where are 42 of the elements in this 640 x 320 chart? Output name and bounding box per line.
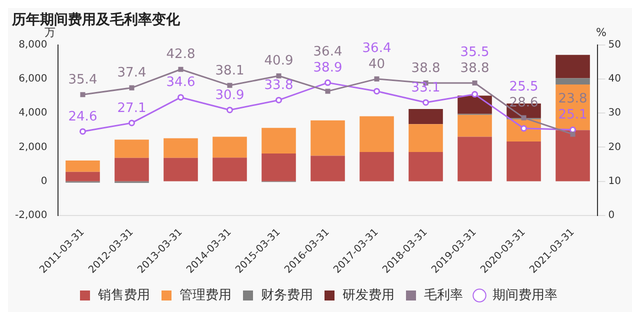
data-label: 36.4 xyxy=(313,44,342,60)
legend-label: 财务费用 xyxy=(261,288,313,303)
data-label: 36.4 xyxy=(362,40,392,56)
data-label: 37.4 xyxy=(117,66,146,81)
y2-tick-label: 20 xyxy=(608,142,622,153)
data-label: 35.4 xyxy=(68,72,98,88)
data-label: 34.6 xyxy=(166,75,196,90)
legend-label: 管理费用 xyxy=(180,288,232,303)
data-label: 40.9 xyxy=(264,54,294,69)
legend-label: 毛利率 xyxy=(424,286,463,303)
data-label: 30.9 xyxy=(215,88,244,103)
data-label: 40 xyxy=(368,56,386,72)
y-tick-label: 6,000 xyxy=(18,74,48,85)
y2-tick-label: 10 xyxy=(608,176,622,187)
y2-axis-title: % xyxy=(596,26,606,40)
legend-label: 期间费用率 xyxy=(492,286,558,303)
y2-tick-label: 30 xyxy=(608,108,622,119)
y2-tick-label: 0 xyxy=(608,210,615,222)
chart-title: 历年期间费用及毛利率变化 xyxy=(11,11,181,28)
y2-tick-label: 40 xyxy=(608,74,622,85)
data-label: 25.5 xyxy=(509,80,538,95)
data-label: 23.8 xyxy=(558,92,588,107)
y-tick-label: 0 xyxy=(40,176,48,187)
data-label: 27.1 xyxy=(117,100,146,116)
y-tick-label: -2,000 xyxy=(14,210,48,222)
y-axis-title: 万 xyxy=(44,26,56,40)
data-label: 33.1 xyxy=(411,80,440,96)
y-tick-label: 4,000 xyxy=(18,108,48,119)
data-label: 38.9 xyxy=(313,60,342,76)
data-label: 38.8 xyxy=(411,60,440,76)
legend-label: 销售费用 xyxy=(97,288,150,303)
y-tick-label: 8,000 xyxy=(18,39,48,50)
y2-tick-label: 50 xyxy=(608,39,622,50)
data-label: 25.1 xyxy=(558,108,588,123)
data-label: 24.6 xyxy=(68,109,98,124)
data-label: 38.8 xyxy=(460,60,490,76)
legend-label: 研发费用 xyxy=(342,288,394,303)
data-label: 35.5 xyxy=(460,44,490,60)
data-label: 42.8 xyxy=(166,47,196,62)
data-label: 33.8 xyxy=(264,78,294,93)
data-label: 38.1 xyxy=(215,63,244,78)
y-tick-label: 2,000 xyxy=(18,142,48,153)
